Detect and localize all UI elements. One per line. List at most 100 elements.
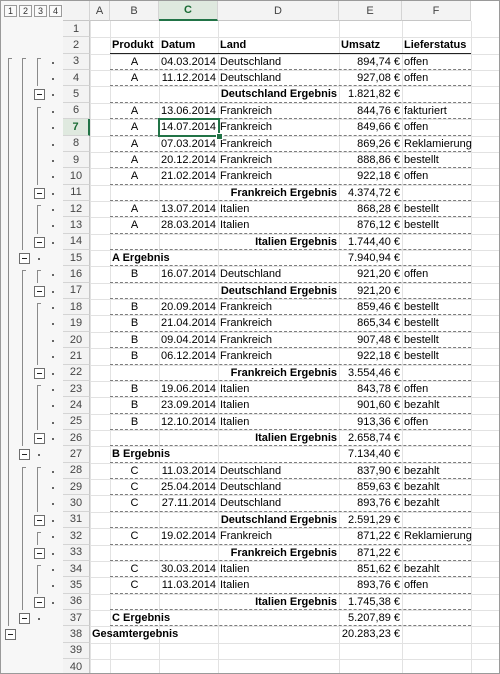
cell-umsatz[interactable]: 907,48 € <box>357 333 400 346</box>
cell-datum[interactable]: 11.12.2014 <box>161 72 216 85</box>
cell-land[interactable]: Deutschland <box>220 464 282 477</box>
cell-land[interactable]: Frankreich <box>220 317 272 330</box>
cell-datum[interactable]: 13.06.2014 <box>161 104 217 117</box>
cell-datum[interactable]: 30.03.2014 <box>161 562 217 575</box>
row-header-23[interactable]: 23 <box>63 380 90 398</box>
row-header-39[interactable]: 39 <box>63 642 90 660</box>
subtotal-umsatz[interactable]: 1.745,38 € <box>348 595 400 608</box>
column-header-f[interactable]: F <box>402 1 471 21</box>
row-header-33[interactable]: 33 <box>63 544 90 561</box>
row-header-7[interactable]: 7 <box>63 119 90 136</box>
row-header-37[interactable]: 37 <box>63 609 90 627</box>
cell-lieferstatus[interactable]: offen <box>404 415 429 428</box>
row-header-1[interactable]: 1 <box>63 21 90 38</box>
outline-collapse-button-row-37[interactable] <box>19 612 30 624</box>
row-header-22[interactable]: 22 <box>63 364 90 381</box>
row-header-13[interactable]: 13 <box>63 217 90 234</box>
row-header-28[interactable]: 28 <box>63 462 90 480</box>
subtotal-umsatz[interactable]: 921,20 € <box>357 284 400 297</box>
cell-datum[interactable]: 04.03.2014 <box>161 55 217 68</box>
cell-umsatz[interactable]: 913,36 € <box>357 415 400 428</box>
cell-produkt[interactable]: C <box>130 481 139 494</box>
outline-collapse-button-row-38[interactable] <box>5 629 16 641</box>
cell-umsatz[interactable]: 922,18 € <box>357 350 400 363</box>
cell-datum[interactable]: 12.10.2014 <box>161 415 217 428</box>
header-land[interactable]: Land <box>220 39 247 52</box>
cell-datum[interactable]: 13.07.2014 <box>161 202 217 215</box>
row-header-4[interactable]: 4 <box>63 70 90 87</box>
cell-land[interactable]: Deutschland <box>220 481 282 494</box>
row-header-29[interactable]: 29 <box>63 479 90 496</box>
cell-lieferstatus[interactable]: fakturiert <box>404 104 447 117</box>
cell-lieferstatus[interactable]: offen <box>404 72 429 85</box>
select-all-corner[interactable] <box>63 1 90 21</box>
product-total-label[interactable]: A Ergebnis <box>112 252 170 265</box>
row-header-9[interactable]: 9 <box>63 151 90 169</box>
cell-datum[interactable]: 11.03.2014 <box>161 579 216 592</box>
cell-umsatz[interactable]: 921,20 € <box>357 268 400 281</box>
cell-umsatz[interactable]: 837,90 € <box>357 464 400 477</box>
cell-datum[interactable]: 28.03.2014 <box>161 219 217 232</box>
cell-lieferstatus[interactable]: bezahlt <box>404 562 440 575</box>
row-header-19[interactable]: 19 <box>63 315 90 332</box>
outline-collapse-button-row-33[interactable] <box>34 547 45 559</box>
row-header-21[interactable]: 21 <box>63 348 90 365</box>
cell-land[interactable]: Deutschland <box>220 55 282 68</box>
cell-umsatz[interactable]: 859,46 € <box>357 301 400 314</box>
subtotal-label[interactable]: Frankreich Ergebnis <box>230 546 337 559</box>
product-total-label[interactable]: B Ergebnis <box>112 448 171 461</box>
cell-umsatz[interactable]: 871,22 € <box>357 530 400 543</box>
row-header-35[interactable]: 35 <box>63 577 90 594</box>
column-header-b[interactable]: B <box>110 1 159 21</box>
outline-collapse-button-row-14[interactable] <box>34 236 45 248</box>
row-header-8[interactable]: 8 <box>63 135 90 152</box>
cell-lieferstatus[interactable]: Reklamierung <box>404 530 472 543</box>
row-header-36[interactable]: 36 <box>63 593 90 610</box>
cell-lieferstatus[interactable]: bestellt <box>404 153 439 166</box>
row-header-12[interactable]: 12 <box>63 200 90 218</box>
cell-produkt[interactable]: A <box>130 153 139 166</box>
outline-collapse-button-row-31[interactable] <box>34 514 45 526</box>
subtotal-label[interactable]: Deutschland Ergebnis <box>220 284 337 297</box>
cell-land[interactable]: Deutschland <box>220 72 282 85</box>
row-header-10[interactable]: 10 <box>63 168 90 185</box>
cell-produkt[interactable]: C <box>130 579 139 592</box>
row-header-6[interactable]: 6 <box>63 102 90 120</box>
fill-handle[interactable] <box>216 132 223 140</box>
cell-datum[interactable]: 16.07.2014 <box>161 268 217 281</box>
cell-land[interactable]: Frankreich <box>220 333 272 346</box>
cell-umsatz[interactable]: 851,62 € <box>357 562 400 575</box>
cell-umsatz[interactable]: 894,74 € <box>357 55 400 68</box>
row-header-24[interactable]: 24 <box>63 397 90 414</box>
outline-collapse-button-row-17[interactable] <box>34 285 45 297</box>
outline-collapse-button-row-22[interactable] <box>34 367 45 379</box>
cell-produkt[interactable]: C <box>130 562 139 575</box>
row-header-26[interactable]: 26 <box>63 430 90 447</box>
header-umsatz[interactable]: Umsatz <box>341 39 381 52</box>
row-header-15[interactable]: 15 <box>63 250 90 267</box>
cell-datum[interactable]: 20.09.2014 <box>161 301 217 314</box>
cell-land[interactable]: Deutschland <box>220 497 282 510</box>
outline-collapse-button-row-15[interactable] <box>19 253 30 265</box>
cell-umsatz[interactable]: 849,66 € <box>357 121 400 134</box>
subtotal-label[interactable]: Italien Ergebnis <box>255 595 337 608</box>
subtotal-label[interactable]: Deutschland Ergebnis <box>220 513 337 526</box>
cell-umsatz[interactable]: 893,76 € <box>357 579 400 592</box>
row-header-31[interactable]: 31 <box>63 511 90 529</box>
outline-collapse-button-row-26[interactable] <box>34 433 45 444</box>
row-header-18[interactable]: 18 <box>63 299 90 316</box>
cell-lieferstatus[interactable]: offen <box>404 170 429 183</box>
cell-datum[interactable]: 21.02.2014 <box>161 170 217 183</box>
column-header-a[interactable]: A <box>90 1 110 21</box>
subtotal-label[interactable]: Italien Ergebnis <box>255 432 337 444</box>
cell-produkt[interactable]: A <box>130 137 139 150</box>
cell-umsatz[interactable]: 876,12 € <box>357 219 400 232</box>
cell-produkt[interactable]: A <box>130 55 139 68</box>
cell-datum[interactable]: 19.02.2014 <box>161 530 217 543</box>
subtotal-label[interactable]: Deutschland Ergebnis <box>220 88 337 101</box>
cell-produkt[interactable]: A <box>130 219 139 232</box>
subtotal-umsatz[interactable]: 1.744,40 € <box>348 235 400 248</box>
cell-datum[interactable]: 25.04.2014 <box>161 481 217 494</box>
row-header-30[interactable]: 30 <box>63 495 90 512</box>
subtotal-umsatz[interactable]: 1.821,82 € <box>348 88 400 101</box>
